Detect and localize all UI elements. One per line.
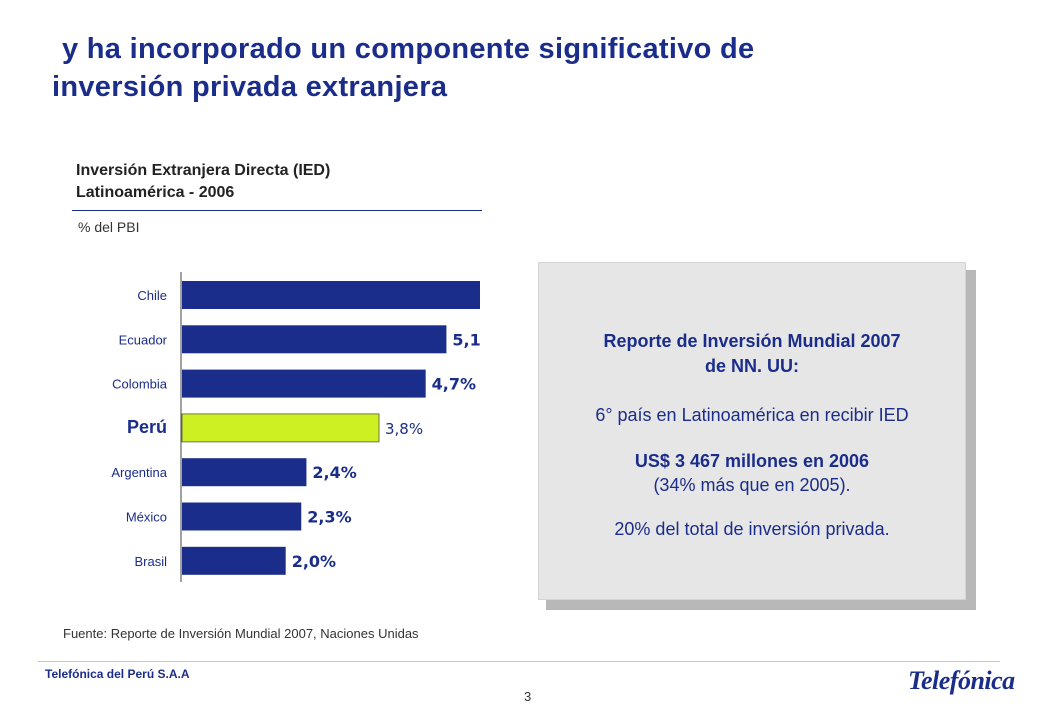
callout-growth-text: (34% más que en 2005).	[653, 475, 851, 495]
slide-title-line-1: y ha incorporado un componente significa…	[62, 33, 755, 65]
value-label-argentina: 2,4%	[312, 463, 356, 482]
value-label-peru: 3,8%	[385, 420, 423, 438]
callout-heading-line-2: de NN. UU:	[705, 356, 799, 376]
category-label-brasil: Brasil	[134, 554, 167, 569]
chart-unit-label: % del PBI	[78, 219, 140, 235]
category-label-chile: Chile	[137, 288, 167, 303]
callout-amount-text: US$ 3 467 millones en 2006	[634, 451, 870, 471]
chart-title: Inversión Extranjera Directa (IED)	[76, 162, 331, 179]
callout-heading-line-1: Reporte de Inversión Mundial 2007	[603, 331, 901, 351]
page-number: 3	[524, 689, 532, 704]
ied-bar-chart: Chile5,8%Ecuador5,1%Colombia4,7%Perú3,8%…	[111, 272, 480, 582]
callout-heading: Reporte de Inversión Mundial 2007 de NN.…	[539, 329, 965, 379]
chart-title-block: Inversión Extranjera Directa (IED) Latin…	[76, 160, 496, 204]
bar-peru	[181, 413, 380, 443]
value-label-brasil: 2,0%	[292, 552, 336, 571]
value-label-ecuador: 5,1%	[452, 330, 480, 349]
telefonica-logo: Telefónica	[908, 666, 1015, 695]
bar-chile	[182, 281, 480, 309]
chart-subtitle: Latinoamérica - 2006	[76, 184, 235, 201]
slide-title-line-2: inversión privada extranjera	[52, 71, 448, 103]
category-label-peru: Perú	[127, 417, 167, 437]
callout-rank-text: 6° país en Latinoamérica en recibir IED	[595, 405, 909, 425]
category-label-argentina: Argentina	[111, 465, 167, 480]
bar-argentina	[182, 458, 307, 487]
value-label-mexico: 2,3%	[307, 508, 351, 527]
footer-company-name: Telefónica del Perú S.A.A	[45, 667, 190, 681]
bar-brasil	[182, 546, 286, 575]
bar-mexico	[182, 502, 302, 531]
source-note: Fuente: Reporte de Inversión Mundial 200…	[63, 626, 419, 641]
chart-title-divider	[72, 210, 482, 211]
investment-report-callout: Reporte de Inversión Mundial 2007 de NN.…	[538, 262, 966, 600]
bar-ecuador	[182, 325, 447, 354]
value-label-colombia: 4,7%	[432, 375, 476, 394]
slide-title: y ha incorporado un componente significa…	[52, 30, 992, 106]
category-label-mexico: México	[126, 510, 167, 525]
category-label-colombia: Colombia	[112, 377, 168, 392]
bar-colombia	[182, 369, 426, 398]
footer-divider	[38, 661, 1000, 662]
category-label-ecuador: Ecuador	[119, 332, 168, 347]
callout-share-text: 20% del total de inversión privada.	[614, 519, 890, 539]
